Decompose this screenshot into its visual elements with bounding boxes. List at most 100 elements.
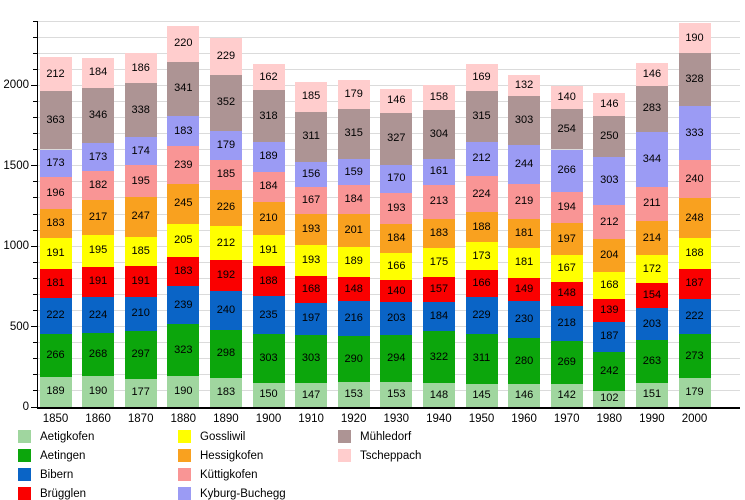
y-tick — [33, 133, 37, 135]
x-tick-label: 1930 — [383, 413, 410, 425]
segment-value-label: 194 — [557, 201, 576, 214]
plot-area: 189 266 222 181 191 183 196 173 363 212 190 268 224 1… — [38, 20, 740, 407]
bar-segment-1850-bibern: 222 — [39, 298, 72, 334]
legend-label: Küttigkofen — [200, 468, 258, 481]
x-tick-label: 1990 — [639, 413, 665, 425]
y-tick — [33, 310, 37, 311]
segment-value-label: 148 — [557, 287, 576, 300]
segment-value-label: 268 — [88, 348, 108, 361]
bar-segment-1940-gossliwil: 175 — [422, 248, 455, 277]
bar-segment-1970-tscheppach: 140 — [550, 86, 583, 109]
x-tick-label: 1920 — [340, 413, 367, 425]
bar-segment-1920-bibern: 216 — [337, 301, 370, 336]
legend-swatch-tscheppach — [338, 449, 351, 462]
segment-value-label: 214 — [642, 231, 662, 244]
x-tick-label: 1900 — [255, 413, 282, 425]
legend-label: Bibern — [40, 468, 74, 481]
bar-segment-1920-muhledorf: 315 — [337, 108, 370, 160]
legend-item-muhledorf: Mühledorf — [338, 430, 411, 443]
bar-segment-1910-kyburg-buchegg: 156 — [295, 161, 328, 187]
segment-value-label: 140 — [387, 284, 406, 297]
bar-segment-1910-bibern: 197 — [295, 302, 328, 335]
segment-value-label: 148 — [344, 282, 363, 295]
segment-value-label: 132 — [514, 78, 534, 91]
segment-value-label: 315 — [344, 127, 363, 140]
bar-segment-2000-tscheppach: 190 — [678, 22, 711, 54]
y-tick — [30, 326, 37, 328]
bar-segment-1990-bibern: 203 — [635, 307, 668, 341]
segment-value-label: 189 — [344, 255, 363, 268]
segment-value-label: 201 — [344, 224, 363, 237]
bar-segment-1920-gossliwil: 189 — [337, 246, 370, 278]
segment-value-label: 239 — [174, 298, 193, 311]
bar-segment-1950-gossliwil: 173 — [465, 242, 498, 271]
segment-value-label: 157 — [429, 282, 449, 295]
bar-segment-1870-tscheppach: 186 — [124, 53, 157, 84]
segment-value-label: 218 — [557, 316, 576, 329]
segment-value-label: 318 — [259, 109, 278, 122]
segment-value-label: 158 — [429, 90, 449, 103]
segment-value-label: 217 — [88, 211, 108, 224]
bar-segment-2000-brugglen: 187 — [678, 268, 711, 299]
bar-segment-1920-aetigkofen: 153 — [337, 382, 370, 407]
bar-segment-1860-muhledorf: 346 — [82, 87, 115, 144]
segment-value-label: 204 — [600, 249, 619, 262]
y-tick — [33, 52, 37, 54]
segment-value-label: 188 — [685, 246, 704, 259]
segment-value-label: 242 — [600, 364, 619, 377]
segment-value-label: 167 — [557, 262, 576, 275]
segment-value-label: 216 — [344, 311, 363, 324]
bar-segment-1870-muhledorf: 338 — [124, 83, 157, 138]
segment-value-label: 179 — [344, 87, 363, 100]
y-tick — [30, 406, 37, 408]
segment-value-label: 212 — [472, 152, 491, 165]
y-tick — [33, 293, 37, 295]
y-tick-label: 2000 — [3, 79, 29, 92]
y-tick — [33, 213, 37, 215]
y-axis-line — [36, 21, 38, 409]
segment-value-label: 139 — [600, 303, 619, 316]
segment-value-label: 212 — [600, 215, 619, 228]
bar-segment-1900-muhledorf: 318 — [252, 90, 285, 142]
segment-value-label: 338 — [131, 103, 150, 116]
bar-segment-1940-kuttigkofen: 213 — [422, 184, 455, 219]
segment-value-label: 203 — [387, 312, 406, 325]
bar-segment-1880-hessigkofen: 245 — [167, 184, 200, 224]
segment-value-label: 168 — [301, 282, 321, 295]
segment-value-label: 179 — [216, 139, 236, 152]
segment-value-label: 188 — [472, 220, 491, 233]
bar-segment-1970-brugglen: 148 — [550, 282, 583, 306]
bar-segment-1960-bibern: 230 — [508, 301, 541, 339]
legend-item-tscheppach: Tscheppach — [338, 449, 421, 462]
bar-segment-1920-kuttigkofen: 184 — [337, 184, 370, 215]
bar-segment-1900-kuttigkofen: 184 — [252, 172, 285, 202]
segment-value-label: 168 — [600, 279, 619, 292]
segment-value-label: 263 — [642, 355, 662, 368]
x-tick-label: 2000 — [681, 413, 708, 425]
bar-segment-1880-aetingen: 323 — [167, 324, 200, 377]
segment-value-label: 298 — [216, 347, 236, 360]
bar-segment-1860-gossliwil: 195 — [82, 235, 115, 267]
legend-swatch-aetingen — [18, 449, 31, 462]
bar-segment-1860-aetigkofen: 190 — [82, 376, 115, 407]
bar-segment-1880-tscheppach: 220 — [167, 26, 200, 62]
segment-value-label: 173 — [472, 249, 491, 262]
y-tick — [30, 245, 37, 247]
y-tick-label: 0 — [22, 401, 29, 413]
segment-value-label: 230 — [514, 313, 534, 326]
bar-segment-1910-kuttigkofen: 167 — [295, 186, 328, 214]
gridline — [38, 36, 740, 38]
x-tick-label: 1960 — [511, 413, 537, 425]
legend-swatch-aetigkofen — [18, 430, 31, 443]
segment-value-label: 195 — [131, 174, 150, 187]
legend-label: Gossliwil — [200, 430, 246, 443]
bar-segment-1980-aetigkofen: 102 — [593, 390, 626, 407]
segment-value-label: 290 — [344, 352, 363, 365]
bar-segment-1890-bibern: 240 — [209, 291, 242, 330]
bar-segment-1870-aetigkofen: 177 — [124, 378, 157, 407]
bar-segment-1960-tscheppach: 132 — [508, 74, 541, 97]
segment-value-label: 187 — [600, 330, 619, 343]
segment-value-label: 146 — [600, 98, 619, 111]
segment-value-label: 303 — [259, 352, 278, 364]
gridline — [38, 52, 740, 54]
